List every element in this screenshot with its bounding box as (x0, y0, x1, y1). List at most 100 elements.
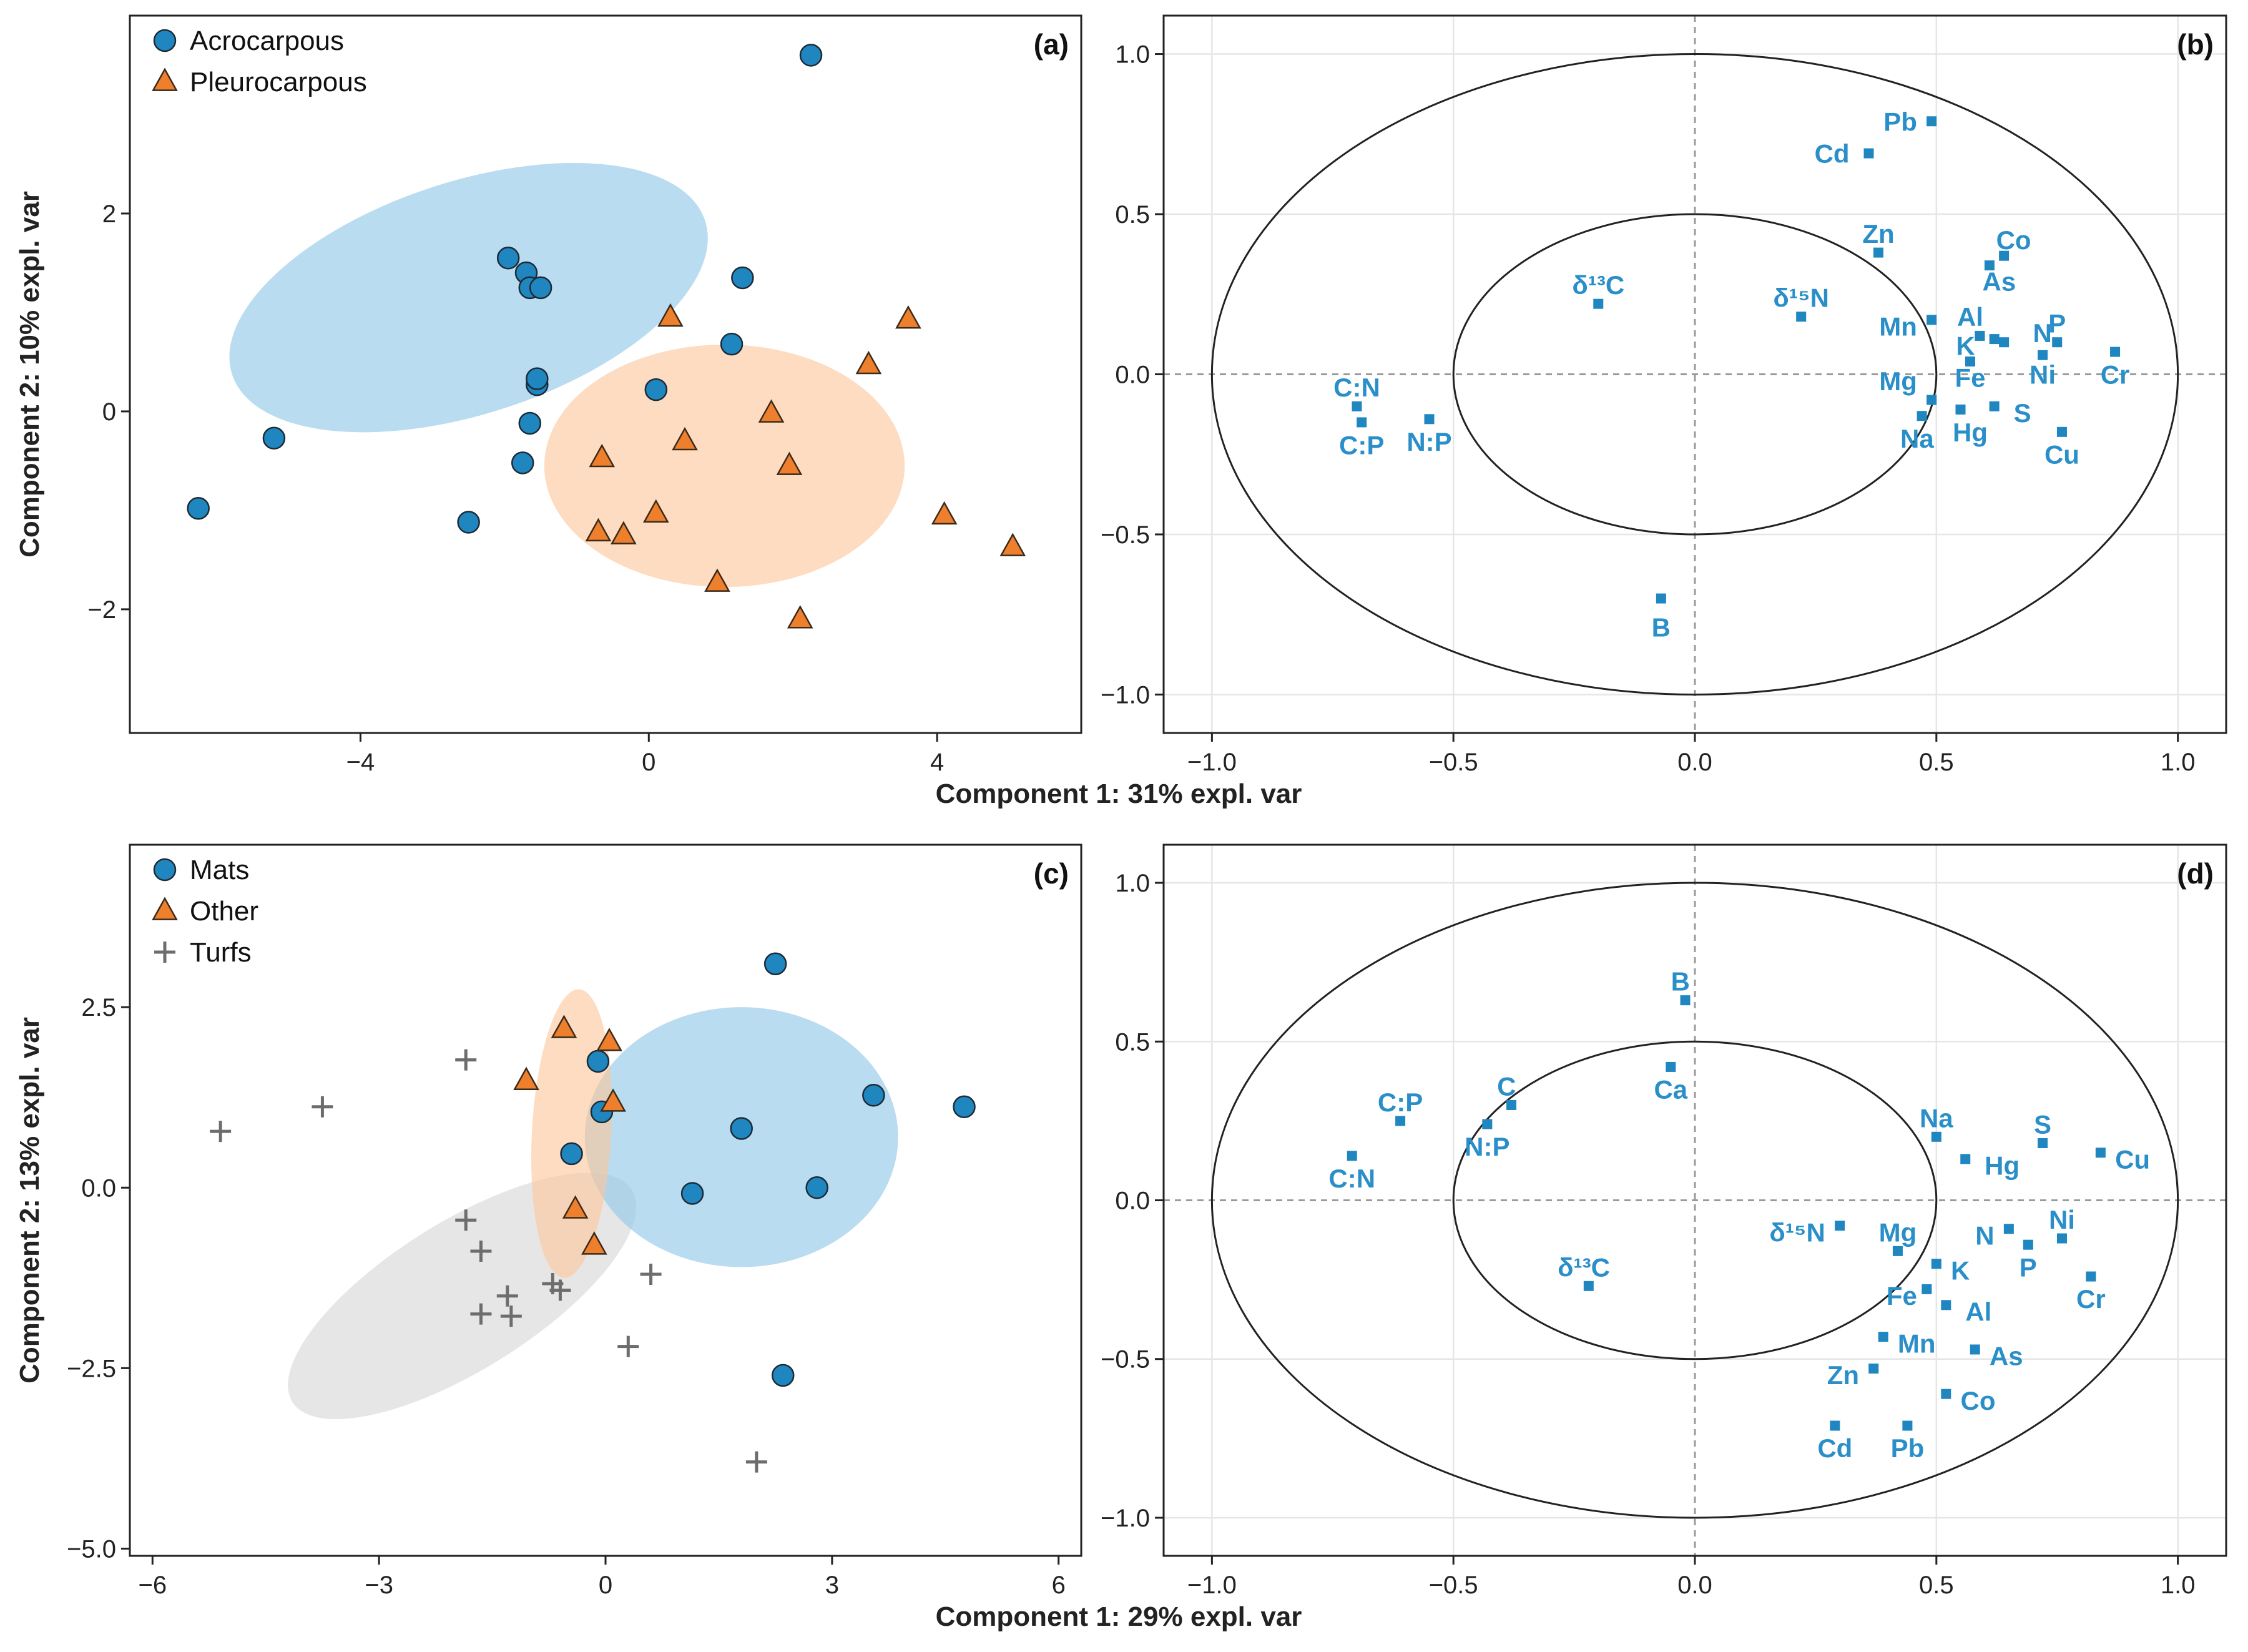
variable-label: B (1671, 967, 1690, 996)
variable-label: Pb (1883, 107, 1917, 136)
data-point-triangle (704, 568, 730, 592)
data-point-triangle (642, 499, 669, 523)
data-point-circle (262, 426, 286, 450)
variable-point (2056, 426, 2067, 437)
variable-point (1482, 1119, 1493, 1129)
data-point-triangle (589, 443, 616, 468)
data-point-plus (549, 1279, 571, 1301)
y-tick-label: −2 (87, 596, 116, 624)
y-tick-label: 2 (102, 200, 116, 228)
y-axis-title: Component 2: 10% expl. var (14, 191, 45, 558)
variable-label: N (1975, 1221, 1994, 1250)
data-point-circle (799, 44, 823, 67)
data-point-triangle (600, 1088, 626, 1112)
variable-label: Zn (1827, 1360, 1859, 1390)
correlation-circle (1452, 213, 1938, 536)
y-tick-label: 0.0 (1115, 361, 1150, 389)
variable-label: Fe (1887, 1281, 1917, 1310)
data-point-circle (511, 451, 534, 474)
x-tick-label: 1.0 (2161, 749, 2196, 776)
legend-label: Turfs (190, 937, 252, 968)
data-point-triangle (657, 303, 684, 327)
variable-label: Cr (2076, 1284, 2106, 1314)
variable-point (1965, 356, 1975, 366)
variable-point (1970, 1344, 1980, 1355)
y-tick-label: −0.5 (1101, 1346, 1150, 1374)
variable-label: δ¹⁵N (1769, 1217, 1825, 1247)
variable-label: C:N (1328, 1164, 1375, 1193)
x-tick-label: 6 (1052, 1571, 1066, 1599)
data-point-triangle (672, 426, 698, 451)
data-point-plus (470, 1303, 492, 1325)
panel-d-variable-loadings: B Ca C:P C N:P C:N Na S Hg Cu δ¹⁵N Mg N Ni P K Cr δ¹³C Fe A… (936, 843, 2227, 1632)
variable-point (1656, 593, 1666, 604)
variable-point (1830, 1420, 1840, 1431)
x-tick-label: 1.0 (2161, 1571, 2196, 1599)
variable-label: As (1983, 267, 2016, 297)
data-point-triangle (611, 521, 637, 544)
data-point-triangle (581, 1231, 607, 1255)
legend-label: Pleurocarpous (190, 67, 367, 97)
data-point-plus (312, 1096, 333, 1118)
data-point-circle (763, 952, 787, 976)
variable-label: Cu (2115, 1144, 2150, 1174)
variable-point (1975, 330, 1985, 341)
variable-label: Al (1965, 1297, 1991, 1326)
variable-point (2086, 1271, 2096, 1282)
correlation-circle (1452, 1040, 1938, 1360)
variable-point (1395, 1116, 1406, 1126)
variable-point (1922, 1284, 1932, 1294)
variable-label: δ¹³C (1558, 1252, 1610, 1282)
legend-label: Mats (190, 855, 249, 885)
x-tick-label: 0.0 (1677, 1571, 1712, 1599)
variable-label: K (1956, 331, 1975, 360)
data-point-plus (154, 942, 175, 963)
data-point-plus (640, 1264, 662, 1286)
variable-label: C:P (1339, 430, 1384, 460)
variable-label: P (2020, 1252, 2037, 1282)
data-point-circle (518, 411, 542, 435)
variable-point (1931, 1259, 1941, 1269)
x-tick-label: −0.5 (1429, 749, 1478, 776)
variable-point (1999, 337, 2010, 348)
data-point-circle (644, 378, 668, 401)
x-tick-label: −1.0 (1187, 749, 1237, 776)
data-point-triangle (895, 305, 921, 329)
variable-label: C:N (1333, 373, 1380, 402)
ellipse-pleurocarpous (544, 344, 905, 588)
data-point-triangle (152, 897, 178, 920)
data-point-circle (720, 332, 744, 356)
variable-label: Ca (1654, 1075, 1687, 1104)
ellipse-acrocarpous (229, 163, 708, 433)
y-tick-label: −5.0 (67, 1535, 116, 1563)
variable-point (2052, 337, 2063, 348)
variable-point (2003, 1224, 2014, 1234)
variable-label: Zn (1862, 219, 1894, 248)
variable-label: Na (1920, 1103, 1953, 1133)
variable-point (2095, 1148, 2106, 1158)
variable-point (1506, 1099, 1517, 1110)
variable-label: δ¹³C (1572, 270, 1624, 300)
data-point-circle (560, 1142, 583, 1166)
legend-label: Acrocarpous (190, 26, 344, 56)
variable-label: δ¹⁵N (1773, 283, 1829, 312)
variable-point (1347, 1151, 1357, 1161)
y-tick-label: 2.5 (81, 994, 116, 1021)
variable-point (1583, 1281, 1594, 1291)
panel-label: (a) (1034, 28, 1069, 61)
y-tick-label: −1.0 (1101, 1505, 1150, 1532)
variable-label: Fe (1955, 363, 1985, 393)
x-tick-label: 0.5 (1919, 749, 1954, 776)
variable-label: Pb (1891, 1433, 1925, 1463)
data-point-plus (496, 1285, 518, 1307)
data-point-triangle (551, 1015, 577, 1038)
y-tick-label: 0.0 (1115, 1187, 1150, 1215)
data-point-plus (210, 1121, 232, 1143)
variable-label: Cd (1815, 139, 1850, 169)
data-point-circle (805, 1176, 828, 1199)
variable-label: Mg (1879, 366, 1917, 396)
variable-point (1796, 312, 1807, 322)
data-point-triangle (152, 67, 178, 91)
data-point-triangle (787, 605, 813, 629)
plot-frame (129, 14, 1082, 734)
